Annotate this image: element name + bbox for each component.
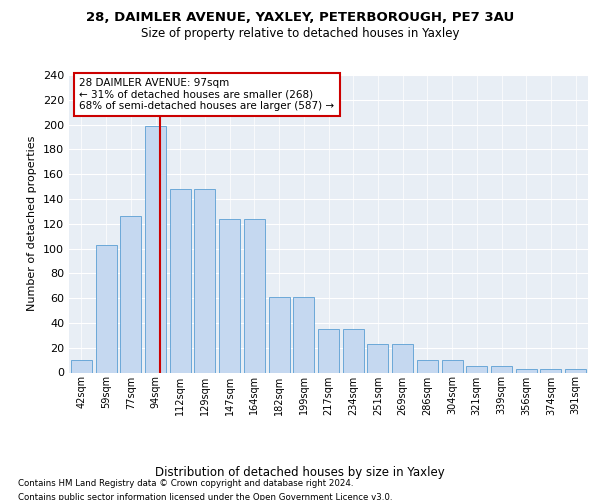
Text: Contains HM Land Registry data © Crown copyright and database right 2024.: Contains HM Land Registry data © Crown c… [18,479,353,488]
Bar [219,219,240,372]
Bar [442,360,463,372]
Bar [293,297,314,372]
Bar [194,189,215,372]
Bar [170,189,191,372]
Bar [318,329,339,372]
Bar [145,126,166,372]
Bar [244,219,265,372]
Text: 28 DAIMLER AVENUE: 97sqm
← 31% of detached houses are smaller (268)
68% of semi-: 28 DAIMLER AVENUE: 97sqm ← 31% of detach… [79,78,335,111]
Bar [541,369,562,372]
Bar [120,216,141,372]
Bar [392,344,413,372]
Bar [367,344,388,372]
Bar [516,369,537,372]
Text: Size of property relative to detached houses in Yaxley: Size of property relative to detached ho… [141,28,459,40]
Bar [417,360,438,372]
Text: Contains public sector information licensed under the Open Government Licence v3: Contains public sector information licen… [18,492,392,500]
Bar [565,369,586,372]
Bar [71,360,92,372]
Bar [95,245,116,372]
Bar [466,366,487,372]
Text: Distribution of detached houses by size in Yaxley: Distribution of detached houses by size … [155,466,445,479]
Bar [269,297,290,372]
Text: 28, DAIMLER AVENUE, YAXLEY, PETERBOROUGH, PE7 3AU: 28, DAIMLER AVENUE, YAXLEY, PETERBOROUGH… [86,11,514,24]
Y-axis label: Number of detached properties: Number of detached properties [28,136,37,312]
Bar [343,329,364,372]
Bar [491,366,512,372]
